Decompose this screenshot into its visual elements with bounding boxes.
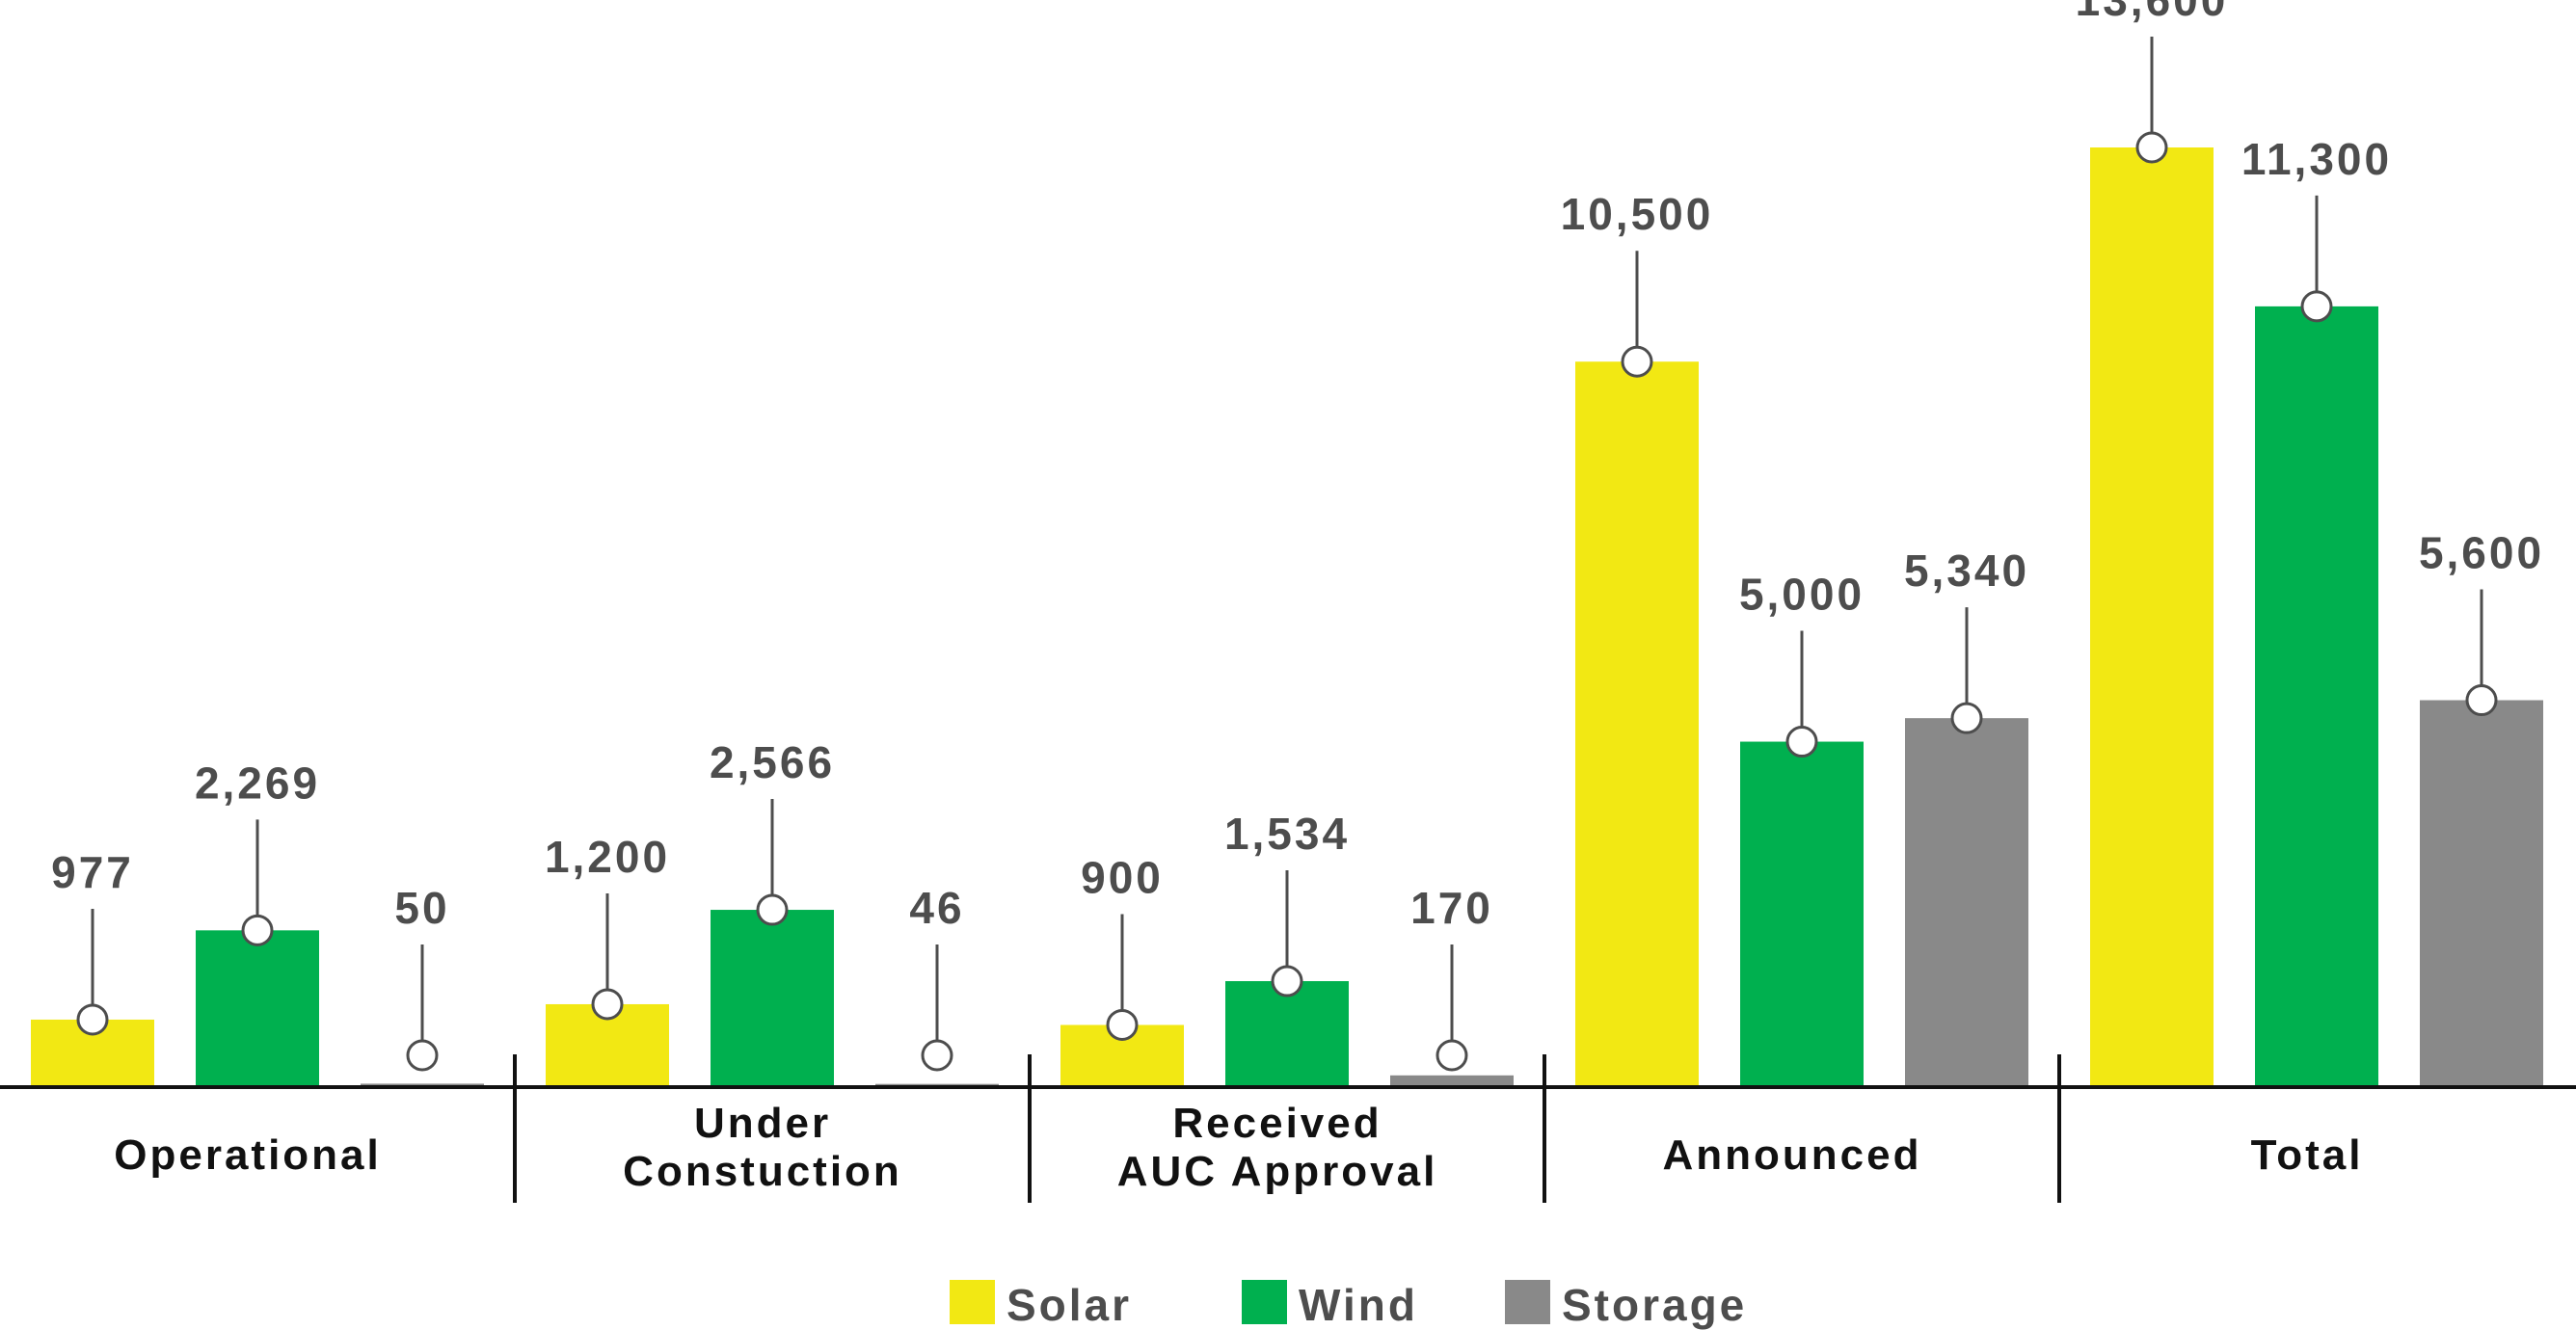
data-label-solar-received-auc-approval: 900: [1081, 852, 1164, 902]
category-label-received-auc-approval: Received AUC Approval: [1117, 1100, 1438, 1195]
data-label-solar-announced: 10,500: [1561, 189, 1714, 239]
bar-storage-received-auc-approval: [1390, 1075, 1514, 1087]
marker-solar-operational: [76, 1003, 109, 1036]
marker-wind-received-auc-approval: [1271, 965, 1303, 998]
marker-solar-announced: [1621, 345, 1653, 378]
category-label-under-constuction: Under Constuction: [623, 1100, 902, 1195]
legend: Solar Wind Storage: [950, 1280, 1747, 1330]
marker-storage-operational: [406, 1039, 439, 1072]
legend-label-solar: Solar: [1006, 1280, 1132, 1330]
bar-wind-under-constuction: [711, 910, 834, 1087]
bar-storage-announced: [1905, 718, 2028, 1087]
callouts-layer: 977 2,269 50 1,200 2,566 46 900 1,534 170 10,500 5…: [51, 0, 2544, 1072]
legend-swatch-solar: [950, 1280, 995, 1324]
data-label-solar-under-constuction: 1,200: [545, 832, 670, 882]
category-label-operational: Operational: [114, 1131, 382, 1179]
marker-solar-under-constuction: [591, 988, 624, 1021]
legend-label-wind: Wind: [1299, 1280, 1418, 1330]
bar-storage-total: [2420, 700, 2543, 1087]
marker-storage-under-constuction: [921, 1039, 953, 1072]
data-label-wind-received-auc-approval: 1,534: [1224, 809, 1350, 859]
data-label-wind-operational: 2,269: [195, 758, 320, 808]
data-label-wind-total: 11,300: [2241, 134, 2392, 184]
data-label-storage-operational: 50: [394, 883, 449, 933]
data-label-wind-under-constuction: 2,566: [710, 737, 835, 787]
data-label-storage-announced: 5,340: [1904, 545, 2029, 596]
marker-storage-total: [2465, 684, 2498, 717]
marker-wind-total: [2300, 290, 2333, 323]
bar-wind-operational: [196, 930, 319, 1087]
marker-storage-announced: [1950, 702, 1983, 734]
marker-solar-total: [2135, 131, 2168, 164]
category-label-announced: Announced: [1663, 1131, 1922, 1179]
data-label-solar-operational: 977: [51, 847, 134, 897]
data-label-solar-total: 13,600: [2076, 0, 2229, 25]
marker-solar-received-auc-approval: [1106, 1008, 1139, 1041]
bar-wind-received-auc-approval: [1225, 981, 1349, 1087]
bar-wind-announced: [1740, 741, 1864, 1087]
legend-swatch-wind: [1242, 1280, 1287, 1324]
bars-layer: [31, 147, 2543, 1087]
legend-swatch-storage: [1505, 1280, 1550, 1324]
data-label-storage-under-constuction: 46: [909, 883, 964, 933]
marker-wind-under-constuction: [756, 893, 789, 926]
marker-wind-announced: [1785, 726, 1818, 758]
marker-wind-operational: [241, 914, 274, 946]
marker-storage-received-auc-approval: [1436, 1039, 1468, 1072]
data-label-wind-announced: 5,000: [1739, 570, 1865, 620]
bar-wind-total: [2255, 306, 2378, 1087]
bar-solar-total: [2090, 147, 2214, 1087]
bar-solar-announced: [1575, 361, 1699, 1087]
category-label-total: Total: [2251, 1131, 2364, 1179]
data-label-storage-received-auc-approval: 170: [1410, 883, 1493, 933]
data-label-storage-total: 5,600: [2419, 528, 2544, 578]
x-axis: Operational Under Constuction Received AUC A…: [0, 1054, 2576, 1203]
legend-label-storage: Storage: [1562, 1280, 1747, 1330]
